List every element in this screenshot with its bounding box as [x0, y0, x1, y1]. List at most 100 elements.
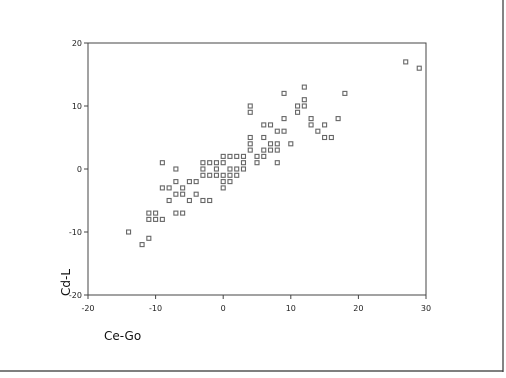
data-point — [247, 103, 253, 109]
y-axis: -20 -10 0 10 20 — [69, 39, 88, 300]
data-point — [220, 172, 226, 178]
data-point — [200, 197, 206, 204]
data-point — [261, 122, 267, 128]
data-point — [193, 179, 199, 185]
data-point — [159, 216, 165, 222]
data-point — [234, 166, 240, 172]
data-point — [213, 166, 219, 172]
data-point — [227, 179, 233, 185]
data-point — [227, 153, 233, 159]
data-point — [301, 103, 307, 109]
data-point — [166, 185, 172, 191]
data-point — [139, 242, 145, 248]
data-point — [267, 141, 274, 147]
data-point — [281, 128, 287, 134]
data-point — [173, 179, 179, 185]
data-point — [308, 116, 314, 122]
data-point — [213, 160, 219, 166]
y-tick-label: 10 — [72, 102, 82, 111]
data-point — [274, 160, 280, 166]
data-point — [166, 197, 172, 204]
data-point — [173, 210, 179, 216]
data-point — [153, 216, 159, 222]
x-tick-label: -20 — [81, 304, 94, 313]
data-point — [159, 185, 165, 191]
data-point — [274, 128, 280, 134]
data-point — [180, 210, 186, 216]
data-point — [220, 160, 226, 166]
data-point — [274, 147, 280, 153]
data-point — [146, 210, 152, 216]
data-point — [240, 166, 247, 172]
data-point — [335, 116, 341, 122]
data-point — [247, 147, 253, 153]
data-point — [220, 153, 226, 159]
y-tick-label: 20 — [72, 39, 82, 48]
data-point — [227, 172, 233, 178]
data-point — [207, 172, 213, 178]
data-point — [146, 235, 152, 241]
data-point — [240, 160, 247, 166]
data-point — [207, 160, 213, 166]
data-point — [281, 116, 287, 122]
data-point — [186, 179, 192, 185]
x-tick-label: 10 — [286, 304, 296, 313]
data-point — [301, 84, 307, 90]
data-point — [247, 141, 253, 147]
x-tick-label: 0 — [221, 304, 226, 313]
data-point — [227, 166, 233, 172]
data-point — [200, 160, 206, 166]
data-point — [159, 160, 165, 166]
data-point — [126, 229, 132, 235]
data-point — [254, 160, 260, 166]
data-point — [186, 197, 192, 204]
plot-area — [87, 42, 427, 296]
data-point — [220, 185, 226, 191]
data-point — [308, 122, 314, 128]
data-point — [234, 172, 240, 178]
x-axis: -20 -10 0 10 20 30 — [81, 295, 431, 313]
y-tick-label: -10 — [69, 228, 82, 237]
data-point — [261, 147, 267, 153]
x-tick-label: -10 — [149, 304, 162, 313]
data-point — [322, 134, 328, 141]
data-point — [274, 141, 280, 147]
data-point — [328, 134, 334, 141]
y-tick-label: 0 — [77, 165, 82, 174]
data-point — [247, 134, 253, 141]
x-tick-label: 20 — [353, 304, 363, 313]
data-point — [220, 179, 226, 185]
data-point — [200, 166, 206, 172]
data-point — [240, 153, 247, 159]
data-point — [180, 191, 186, 197]
data-point — [180, 185, 186, 191]
data-point — [200, 172, 206, 178]
data-point — [146, 216, 152, 222]
data-point — [193, 191, 199, 197]
data-point — [173, 166, 179, 172]
data-point — [342, 90, 348, 96]
data-point — [301, 97, 307, 103]
data-point — [295, 103, 301, 109]
data-point — [281, 90, 287, 96]
data-point — [247, 109, 253, 115]
y-axis-label: Cd-L — [59, 269, 73, 296]
data-point — [213, 172, 219, 178]
data-point — [173, 191, 179, 197]
data-point — [261, 134, 267, 141]
data-points — [126, 59, 422, 248]
data-point — [261, 153, 267, 159]
y-tick-label: -20 — [69, 291, 82, 300]
data-point — [288, 141, 294, 147]
data-point — [153, 210, 159, 216]
data-point — [416, 65, 422, 71]
data-point — [322, 122, 328, 128]
data-point — [207, 197, 213, 204]
data-point — [295, 109, 301, 115]
data-point — [403, 59, 409, 65]
data-point — [315, 128, 321, 134]
data-point — [267, 122, 274, 128]
x-tick-label: 30 — [421, 304, 431, 313]
data-point — [234, 153, 240, 159]
